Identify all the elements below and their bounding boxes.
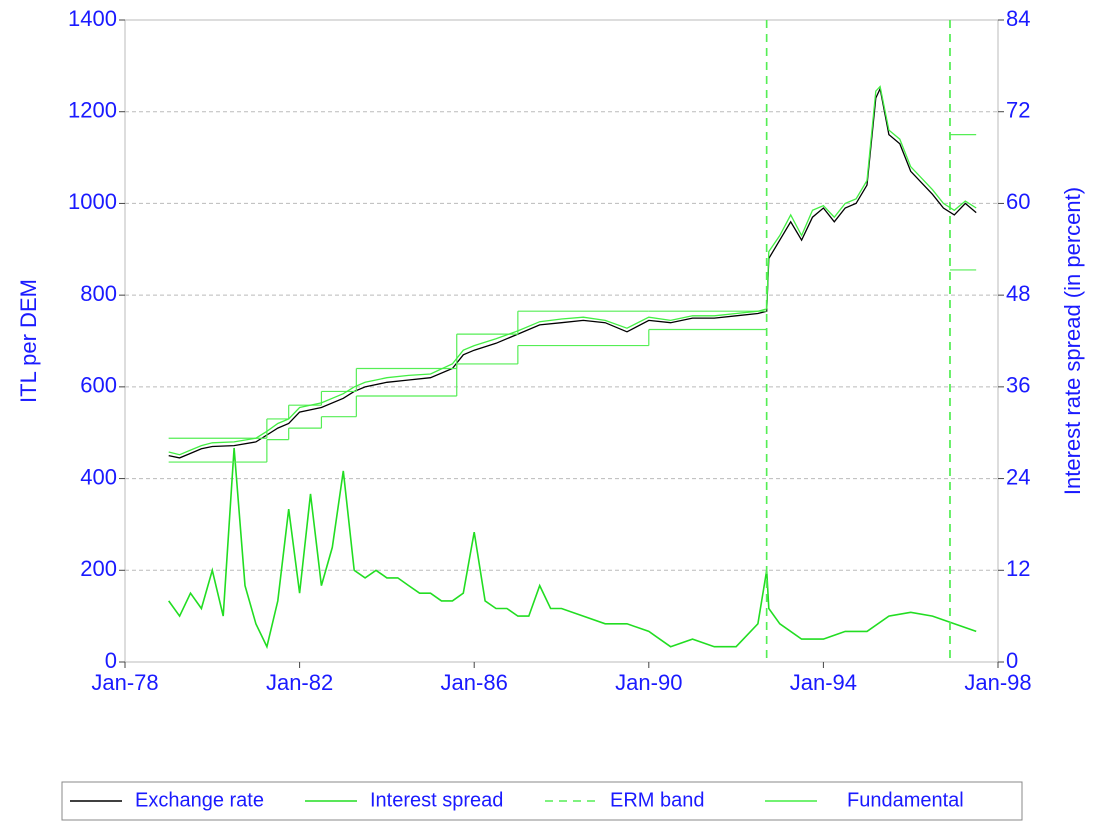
x-tick-label: Jan-98 [964, 670, 1031, 695]
y2-axis-label: Interest rate spread (in percent) [1060, 187, 1085, 495]
plot-frame [124, 19, 999, 663]
y-axis-label: ITL per DEM [16, 279, 41, 403]
legend-label: Interest spread [370, 789, 503, 811]
y2-tick-label: 36 [1006, 373, 1030, 398]
y2-tick-label: 24 [1006, 464, 1030, 489]
y-tick-label: 800 [80, 281, 117, 306]
y-tick-label: 0 [105, 648, 117, 673]
y2-tick-label: 48 [1006, 281, 1030, 306]
legend-label: Fundamental [847, 789, 964, 811]
y-tick-label: 1400 [68, 6, 117, 31]
legend-label: Exchange rate [135, 789, 264, 811]
series-line [168, 86, 977, 459]
x-tick-label: Jan-94 [790, 670, 857, 695]
y-tick-label: 1000 [68, 189, 117, 214]
x-tick-label: Jan-82 [266, 670, 333, 695]
y-tick-label: 200 [80, 556, 117, 581]
series-line [168, 85, 977, 456]
x-tick-label: Jan-78 [91, 670, 158, 695]
legend-box [61, 781, 1023, 821]
y2-tick-label: 72 [1006, 98, 1030, 123]
y2-tick-label: 84 [1006, 6, 1030, 31]
legend-label: ERM band [610, 789, 705, 811]
y2-tick-label: 60 [1006, 189, 1030, 214]
y-tick-label: 400 [80, 464, 117, 489]
y-tick-label: 1200 [68, 98, 117, 123]
y2-tick-label: 12 [1006, 556, 1030, 581]
series-line [168, 447, 977, 650]
y2-tick-label: 0 [1006, 648, 1018, 673]
x-tick-label: Jan-86 [441, 670, 508, 695]
y-tick-label: 600 [80, 373, 117, 398]
x-tick-label: Jan-90 [615, 670, 682, 695]
